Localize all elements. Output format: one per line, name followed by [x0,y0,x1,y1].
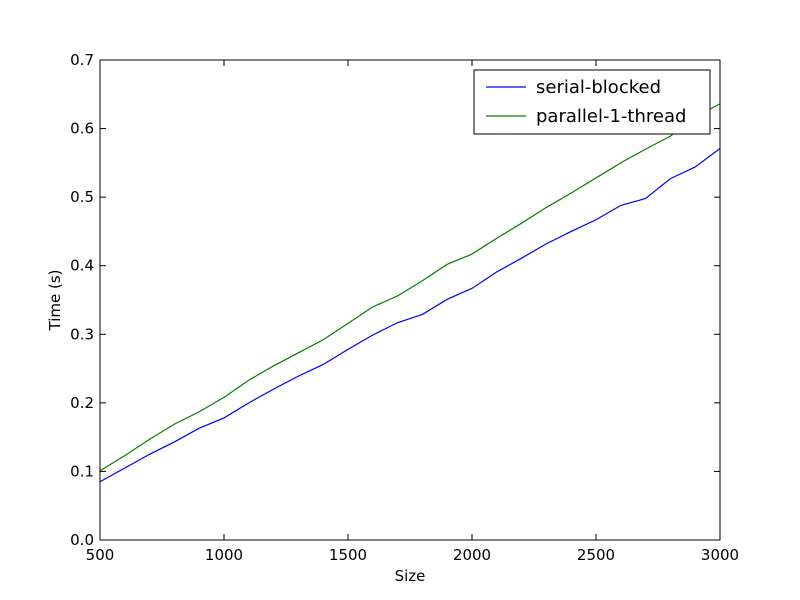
y-tick-label: 0.2 [70,394,94,412]
x-tick-label: 3000 [701,546,739,564]
x-tick-label: 2000 [453,546,491,564]
x-tick-label: 1500 [329,546,367,564]
x-axis-label: Size [395,567,426,585]
series-line-serial-blocked [99,147,721,483]
x-tick-label: 500 [86,546,115,564]
y-tick-label: 0.0 [70,531,94,549]
y-tick-label: 0.6 [70,120,94,138]
y-tick-label: 0.4 [70,257,94,275]
y-axis-label: Time (s) [46,270,64,332]
y-tick-label: 0.1 [70,462,94,480]
x-tick-label: 2500 [577,546,615,564]
plot-frame [99,59,721,541]
series-line-parallel-1-thread [99,103,721,472]
x-tick-label: 1000 [205,546,243,564]
y-tick-label: 0.7 [70,51,94,69]
legend-box [473,69,711,135]
legend-label: parallel-1-thread [536,106,686,127]
legend-label: serial-blocked [536,77,661,98]
y-tick-label: 0.3 [70,325,94,343]
tick-labels: 500 1000 1500 2000 2500 3000 0.0 0.1 0.2 0.3 0.4 0.… [70,51,739,564]
legend: serial-blocked parallel-1-thread [473,69,711,135]
y-tick-label: 0.5 [70,188,94,206]
series-lines [99,103,721,483]
